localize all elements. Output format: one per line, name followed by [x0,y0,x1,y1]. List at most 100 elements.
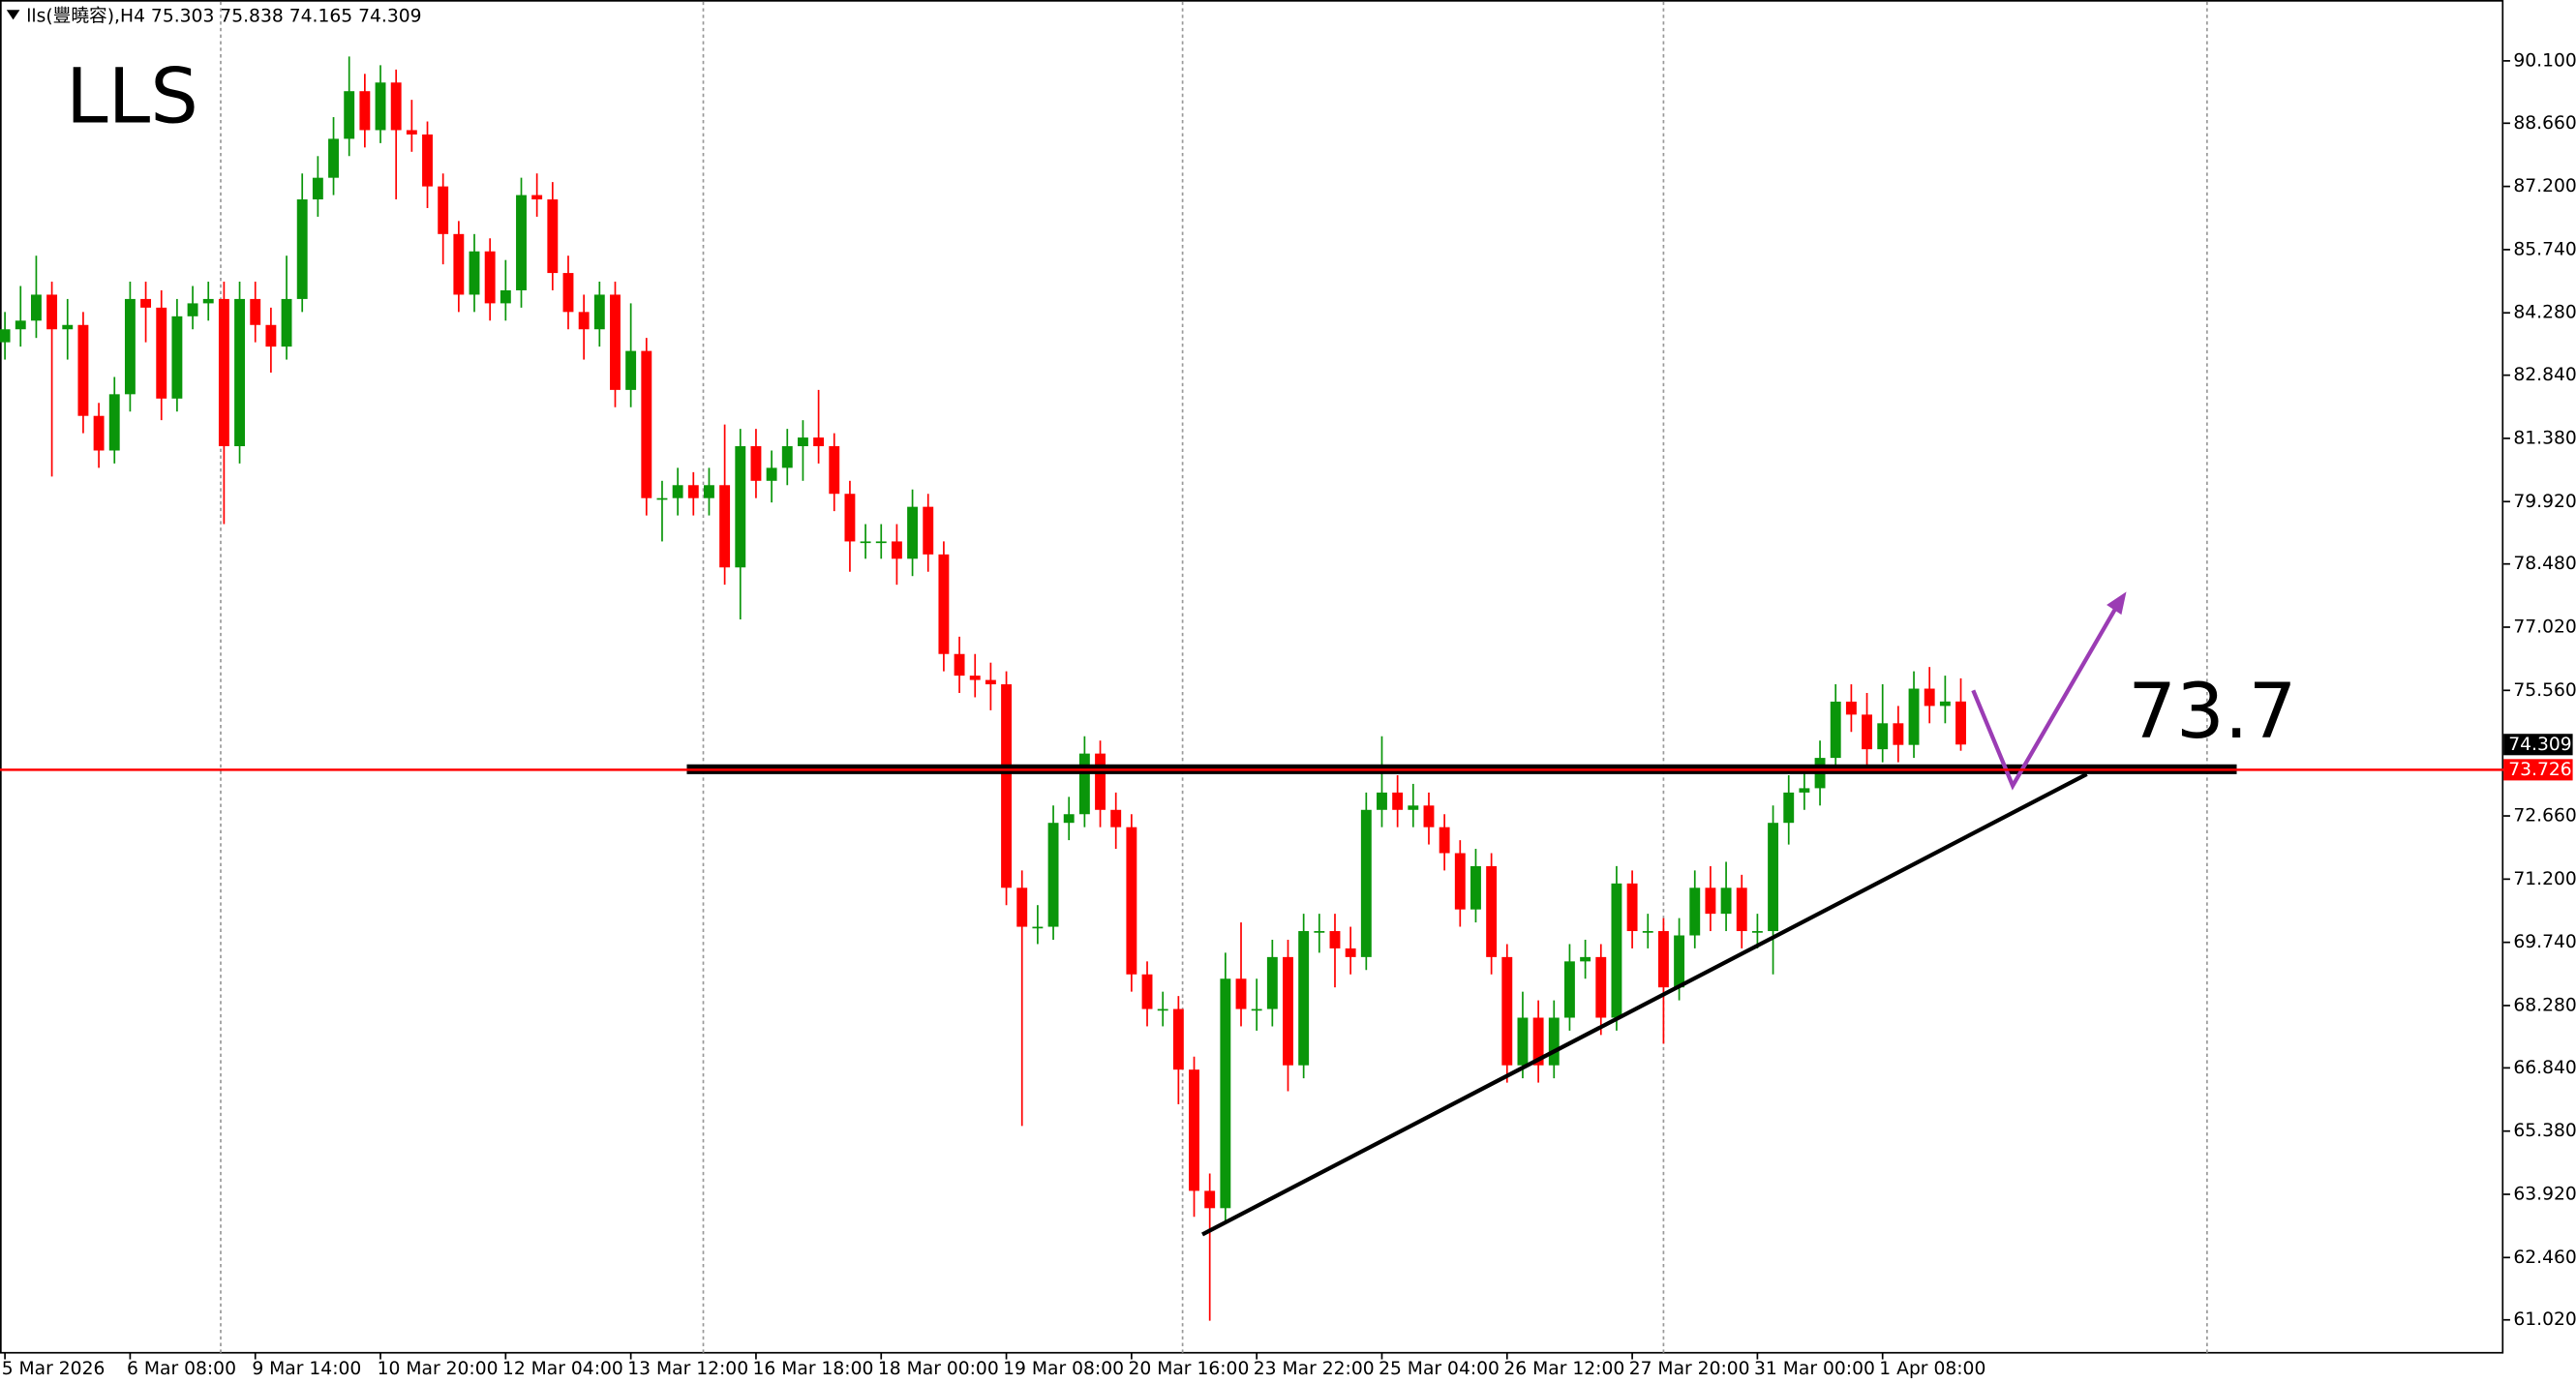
candle-body [1266,956,1278,1009]
chart-title: LLS [66,53,198,141]
candle-body [1705,888,1716,915]
candle-body [359,91,371,131]
candle-body [750,446,762,481]
candle-body [328,138,339,178]
candle-body [907,506,919,559]
candle-body [1845,701,1857,715]
marks [0,56,1966,1321]
candle-body [250,298,261,325]
candle-body [1501,956,1513,1066]
plot-frame [0,0,2504,1354]
y-tick-label: 77.020 [2513,617,2576,638]
price-label: 73.726 [2508,760,2571,780]
y-tick-label: 85.740 [2513,239,2576,259]
candle-body [704,485,714,498]
y-tick-label: 75.560 [2513,680,2576,701]
x-tick-label: 26 Mar 12:00 [1503,1359,1624,1379]
x-tick-label: 27 Mar 20:00 [1629,1359,1750,1379]
candle-body [1204,1190,1216,1209]
candle-body [1095,753,1106,810]
y-tick-label: 84.280 [2513,303,2576,323]
candle-body [766,467,777,481]
candle-body [1595,956,1607,1018]
x-tick-label: 12 Mar 04:00 [502,1359,623,1379]
candle-body [1220,978,1231,1209]
candle-body [1893,723,1904,745]
candle-body [891,541,902,559]
candle-body [1908,688,1920,745]
candle-body [938,554,950,654]
candle-body [484,251,496,304]
candle-body [1924,688,1935,707]
y-tick-label: 71.200 [2513,869,2576,889]
x-tick-label: 5 Mar 2026 [2,1359,106,1379]
candle-body [344,91,355,139]
candle-body [1329,931,1341,948]
annotation: 73.7 [2128,668,2296,756]
candle-body [1126,827,1137,975]
candle-body [954,653,965,677]
candle-body [1251,1008,1262,1011]
y-tick-label: 66.840 [2513,1058,2576,1078]
candle-body [1377,792,1387,810]
candle-body [1001,684,1013,888]
price-label: 74.309 [2508,735,2571,755]
y-tick-label: 62.460 [2513,1248,2576,1268]
candle-body [1674,935,1685,988]
candle-body [15,320,26,330]
candle-body [1047,823,1059,927]
candle-body [265,324,277,347]
candle-body [1689,888,1701,936]
candle-body [860,541,871,544]
candle-body [1486,865,1498,957]
y-tick-label: 72.660 [2513,806,2576,827]
candle-body [93,415,105,451]
y-tick-label: 81.380 [2513,428,2576,448]
separators [220,1,2208,1353]
candle-body [46,294,58,330]
candle-body [77,324,89,416]
trend-line [1201,772,2088,1237]
candle-body [234,298,245,447]
y-tick-label: 88.660 [2513,113,2576,134]
candle-body [1548,1017,1560,1066]
candle-body [1783,792,1795,824]
chart-header: lls(豐曉容),H4 75.303 75.838 74.165 74.309 [26,6,421,26]
candle-body [1563,961,1575,1018]
candle-body [1235,978,1247,1009]
candle-body [813,437,825,447]
candle-body [140,298,152,308]
candle-body [62,324,74,330]
candle-body [390,82,402,131]
projection-arrow [1971,597,2124,791]
candle-body [1360,809,1372,957]
candle-body [531,195,543,200]
candle-body [969,676,981,680]
candle-body [469,251,480,295]
candle-body [202,298,214,304]
candle-body [672,485,683,498]
candle-body [171,316,183,399]
candle-body [438,186,449,234]
x-tick-label: 18 Mar 00:00 [878,1359,999,1379]
candle-body [156,307,167,399]
menu-icon [6,10,20,20]
candle-body [453,233,465,295]
candle-body [656,497,668,500]
y-tick-label: 87.200 [2513,176,2576,196]
candle-body [218,298,229,447]
price-label-box [2503,759,2573,781]
candle-body [1751,931,1763,933]
candle-body [1736,888,1747,932]
x-tick-label: 23 Mar 22:00 [1254,1359,1375,1379]
x-tick-label: 10 Mar 20:00 [378,1359,499,1379]
candle-body [1439,827,1450,854]
candle-body [422,134,433,187]
candle-body [1470,865,1481,910]
candle-body [1298,931,1310,1066]
candle-body [1657,931,1669,988]
candle-body [547,199,559,274]
candle-body [1939,701,1951,707]
candle-body [1877,723,1889,750]
arrow-head [2106,591,2127,616]
